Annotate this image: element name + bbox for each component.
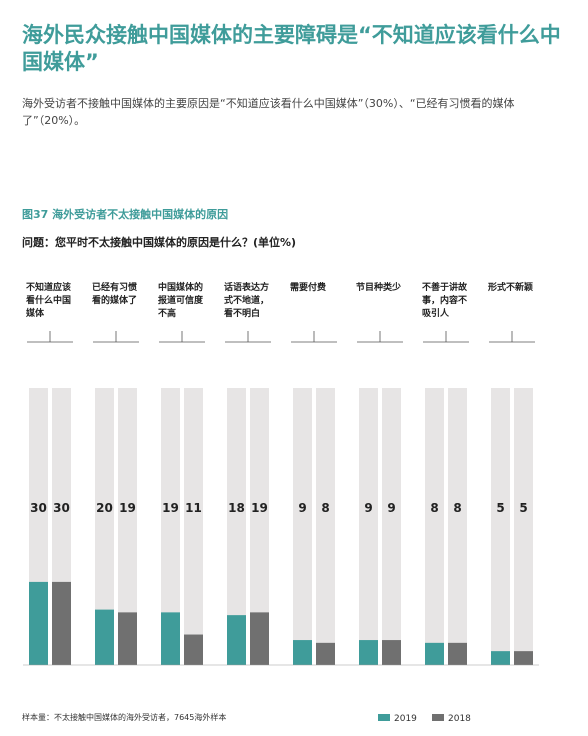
category-label: 不知道应该看什么中国媒体 <box>26 283 72 319</box>
bar-background <box>425 388 444 665</box>
bar <box>448 642 467 665</box>
bar-background <box>250 388 269 665</box>
bar <box>29 581 48 665</box>
bar <box>491 651 510 665</box>
bar <box>359 640 378 665</box>
source-note: 样本量：不太接触中国媒体的海外受访者，7645海外样本 <box>22 713 227 722</box>
bar <box>514 651 533 665</box>
bar-background <box>514 388 533 665</box>
bar <box>425 642 444 665</box>
bar <box>382 640 401 665</box>
legend-label: 2018 <box>448 714 471 724</box>
value-label: 18 <box>228 501 245 515</box>
value-label: 8 <box>321 501 329 515</box>
legend-swatch <box>378 714 390 721</box>
bar-background <box>491 388 510 665</box>
legend-swatch <box>432 714 444 721</box>
bar-background <box>359 388 378 665</box>
bar <box>161 612 180 665</box>
bar-background <box>448 388 467 665</box>
bar <box>95 609 114 665</box>
question: 问题：您平时不太接触中国媒体的原因是什么？(单位%) <box>22 236 297 249</box>
bar <box>227 615 246 665</box>
value-label: 8 <box>430 501 438 515</box>
bar-background <box>118 388 137 665</box>
category-label: 话语表达方式不地道，看不明白 <box>224 283 270 319</box>
value-label: 11 <box>185 501 202 515</box>
bar <box>250 612 269 665</box>
value-label: 8 <box>453 501 461 515</box>
category-label: 已经有习惯看的媒体了 <box>92 283 138 306</box>
bar-background <box>293 388 312 665</box>
value-label: 20 <box>96 501 113 515</box>
legend-label: 2019 <box>394 714 417 724</box>
bar-background <box>382 388 401 665</box>
category-label: 形式不新颖 <box>488 283 534 293</box>
value-label: 19 <box>162 501 179 515</box>
figure-label: 图37 海外受访者不太接触中国媒体的原因 <box>22 208 229 221</box>
value-label: 30 <box>30 501 47 515</box>
bar-background <box>95 388 114 665</box>
bar-background <box>316 388 335 665</box>
category-label: 中国媒体的报道可信度不高 <box>158 283 204 319</box>
bar <box>184 634 203 665</box>
bar-background <box>184 388 203 665</box>
category-label: 需要付费 <box>290 283 327 293</box>
category-label: 节目种类少 <box>356 283 402 293</box>
bar-background <box>161 388 180 665</box>
value-label: 5 <box>496 501 504 515</box>
value-label: 19 <box>119 501 136 515</box>
bar <box>118 612 137 665</box>
value-label: 9 <box>298 501 306 515</box>
bar <box>52 581 71 665</box>
value-label: 19 <box>251 501 268 515</box>
title: 海外民众接触中国媒体的主要障碍是“不知道应该看什么中国媒体” <box>22 23 561 74</box>
value-label: 5 <box>519 501 527 515</box>
subtitle: 海外受访者不接触中国媒体的主要原因是“不知道应该看什么中国媒体”（30%）、“已… <box>22 97 515 127</box>
category-label: 不善于讲故事，内容不吸引人 <box>422 283 468 319</box>
bar-background <box>227 388 246 665</box>
value-label: 30 <box>53 501 70 515</box>
bar <box>293 640 312 665</box>
bar <box>316 642 335 665</box>
value-label: 9 <box>387 501 395 515</box>
value-label: 9 <box>364 501 372 515</box>
